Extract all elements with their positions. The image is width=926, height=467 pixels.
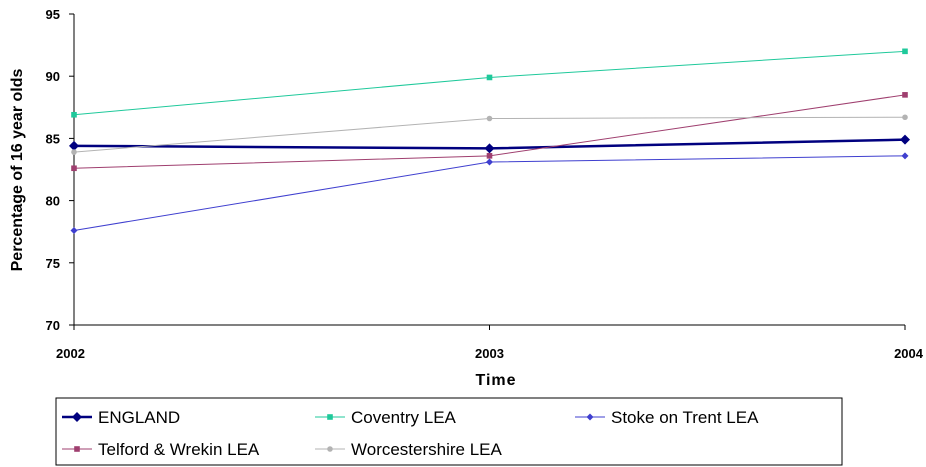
series-stoke-on-trent-lea [70, 152, 909, 234]
plot-area [73, 14, 905, 326]
legend-marker [74, 446, 80, 452]
data-point [486, 158, 493, 166]
data-point [71, 165, 77, 172]
data-point [71, 149, 77, 155]
data-point [900, 134, 910, 145]
legend-item-england: ENGLAND [62, 408, 180, 427]
y-tick-label: 90 [46, 69, 60, 84]
y-axis-ticks: 70 75 80 85 90 95 [46, 7, 74, 333]
data-point [484, 143, 495, 154]
data-point [902, 114, 908, 121]
legend-marker [586, 413, 594, 421]
legend-marker [327, 446, 333, 452]
data-point [69, 140, 79, 151]
data-point [486, 74, 493, 81]
data-point [902, 92, 908, 98]
data-point [902, 48, 908, 55]
y-tick-label: 70 [46, 318, 60, 333]
y-tick-label: 85 [46, 131, 60, 146]
data-point [901, 152, 909, 160]
data-point [71, 111, 77, 118]
data-point [486, 115, 493, 122]
legend-marker [327, 414, 333, 420]
legend-label: Telford & Wrekin LEA [98, 440, 260, 459]
x-tick-label: 2004 [894, 346, 924, 361]
series-layer [69, 48, 910, 234]
x-tick-label: 2003 [475, 346, 504, 361]
x-axis-ticks: 2002 2003 2004 [56, 325, 924, 361]
legend: ENGLAND Coventry LEA Stoke on Trent LEA Tel… [55, 397, 843, 466]
series-england [69, 134, 910, 154]
legend-box [55, 397, 843, 466]
legend-label: Coventry LEA [351, 408, 457, 427]
x-tick-label: 2002 [56, 346, 85, 361]
series-line-stoke-on-trent-lea [73, 155, 906, 231]
series-line-coventry-lea [73, 50, 906, 116]
y-tick-label: 75 [46, 256, 60, 271]
legend-label: Stoke on Trent LEA [611, 408, 759, 427]
legend-label: Worcestershire LEA [351, 440, 503, 459]
legend-item-coventry-lea: Coventry LEA [315, 408, 457, 427]
y-tick-label: 95 [46, 7, 60, 22]
legend-item-telford-and-wrekin-lea: Telford & Wrekin LEA [62, 440, 260, 459]
y-axis-title: Percentage of 16 year olds [9, 69, 26, 272]
legend-item-stoke-on-trent-lea: Stoke on Trent LEA [575, 408, 759, 427]
series-telford-and-wrekin-lea [71, 92, 908, 172]
series-coventry-lea [71, 48, 908, 118]
series-worcestershire-lea [71, 114, 908, 155]
y-tick-label: 80 [46, 194, 60, 209]
legend-marker [72, 412, 82, 422]
legend-label: ENGLAND [98, 408, 180, 427]
data-point [486, 153, 493, 159]
x-axis-title: Time [475, 372, 516, 389]
legend-item-worcestershire-lea: Worcestershire LEA [315, 440, 503, 459]
data-point [70, 226, 78, 234]
